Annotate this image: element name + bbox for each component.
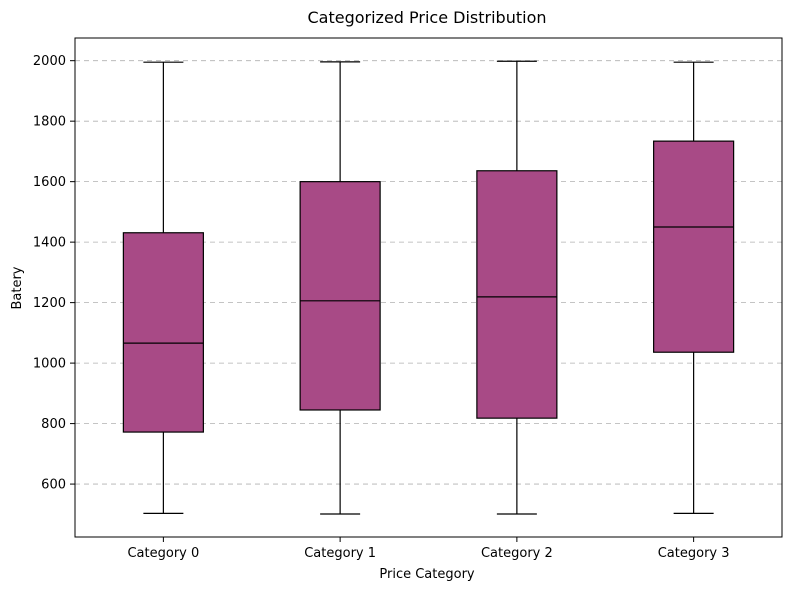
y-tick-label: 600 (41, 478, 66, 493)
iqr-box (299, 181, 381, 411)
iqr-box (476, 170, 558, 419)
x-tick-label: Category 3 (658, 546, 730, 561)
box-group (299, 61, 381, 515)
y-tick-label: 1400 (33, 236, 66, 251)
box-layer (122, 60, 735, 515)
y-tick-label: 1200 (33, 296, 66, 311)
box-group (476, 60, 558, 515)
x-tick-label: Category 1 (304, 546, 376, 561)
iqr-box (653, 140, 735, 353)
box-group (653, 61, 735, 515)
y-tick-label: 1600 (33, 175, 66, 190)
iqr-box (122, 232, 204, 433)
y-tick-label: 1000 (33, 357, 66, 372)
chart-title: Categorized Price Distribution (307, 8, 546, 27)
plot-frame (74, 37, 783, 538)
x-axis-label: Price Category (379, 567, 475, 582)
axis-layer: 600 800 1000 1200 1400 1600 1800 2000 Category 0… (33, 37, 783, 561)
x-tick-label: Category 2 (481, 546, 553, 561)
y-tick-label: 2000 (33, 54, 66, 69)
box-group (122, 61, 204, 515)
y-tick-label: 800 (41, 417, 66, 432)
y-axis-label: Batery (10, 266, 25, 309)
x-tick-label: Category 0 (127, 546, 199, 561)
y-tick-label: 1800 (33, 115, 66, 130)
